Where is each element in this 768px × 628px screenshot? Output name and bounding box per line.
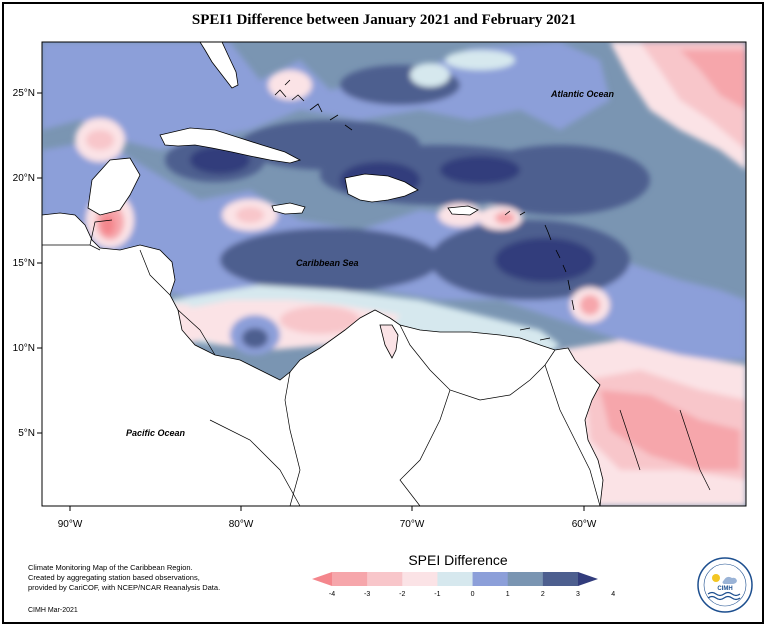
footer-line-2: Created by aggregating station based obs…: [28, 573, 200, 582]
lat-tick-15n: 15°N: [13, 258, 35, 269]
legend-swatch: [367, 572, 403, 586]
legend-tick-label: -1: [434, 591, 440, 598]
legend-tick-label: 1: [506, 591, 510, 598]
cloud-icon: [722, 576, 737, 584]
label-pacific-ocean: Pacific Ocean: [126, 428, 186, 438]
footer-line-1: Climate Monitoring Map of the Caribbean …: [28, 563, 193, 572]
sun-icon: [712, 574, 720, 582]
legend-swatch: [507, 572, 544, 586]
legend-tick-label: -3: [364, 591, 370, 598]
legend-tick-label: -4: [329, 591, 335, 598]
lon-tick-60w: 60°W: [572, 519, 597, 530]
tick-marks: [37, 92, 585, 511]
lon-tick-70w: 70°W: [400, 519, 425, 530]
legend-title: SPEI Difference: [408, 552, 508, 568]
legend-tick-label: 2: [541, 591, 545, 598]
lat-tick-10n: 10°N: [13, 343, 35, 354]
lat-tick-20n: 20°N: [13, 173, 35, 184]
label-atlantic-ocean: Atlantic Ocean: [550, 89, 615, 99]
waves-icon: [707, 591, 741, 601]
legend-arrow-low: [312, 572, 332, 586]
legend-swatch: [402, 572, 438, 586]
legend-tick-label: 0: [471, 591, 475, 598]
legend-colorbar: -4 -3 -2 -1 0 1 2 3 4: [312, 572, 615, 598]
islands: [274, 79, 575, 359]
logo-text: CIMH: [717, 586, 732, 592]
legend-swatch: [437, 572, 474, 586]
legend-tick-label: 3: [576, 591, 580, 598]
lon-tick-90w: 90°W: [58, 519, 83, 530]
land-masses: [42, 42, 604, 506]
map-border: [41, 41, 747, 507]
label-caribbean-sea: Caribbean Sea: [296, 258, 359, 268]
lon-tick-80w: 80°W: [229, 519, 254, 530]
footer-description: Climate Monitoring Map of the Caribbean …: [28, 563, 228, 593]
legend-tick-label: 4: [611, 591, 615, 598]
footer-credit: CIMH Mar-2021: [28, 607, 78, 614]
legend-swatch: [332, 572, 368, 586]
legend-tick-label: -2: [399, 591, 405, 598]
map-title: SPEI1 Difference between January 2021 an…: [191, 12, 577, 28]
legend-swatch: [472, 572, 509, 586]
country-borders: [42, 219, 711, 507]
lat-tick-5n: 5°N: [18, 428, 35, 439]
legend-arrow-high: [578, 572, 598, 586]
lat-tick-25n: 25°N: [13, 88, 35, 99]
cimh-logo: CIMH: [697, 557, 753, 613]
footer-line-3: provided by CariCOF, with NCEP/NCAR Rean…: [28, 583, 221, 592]
legend-swatch: [542, 572, 579, 586]
